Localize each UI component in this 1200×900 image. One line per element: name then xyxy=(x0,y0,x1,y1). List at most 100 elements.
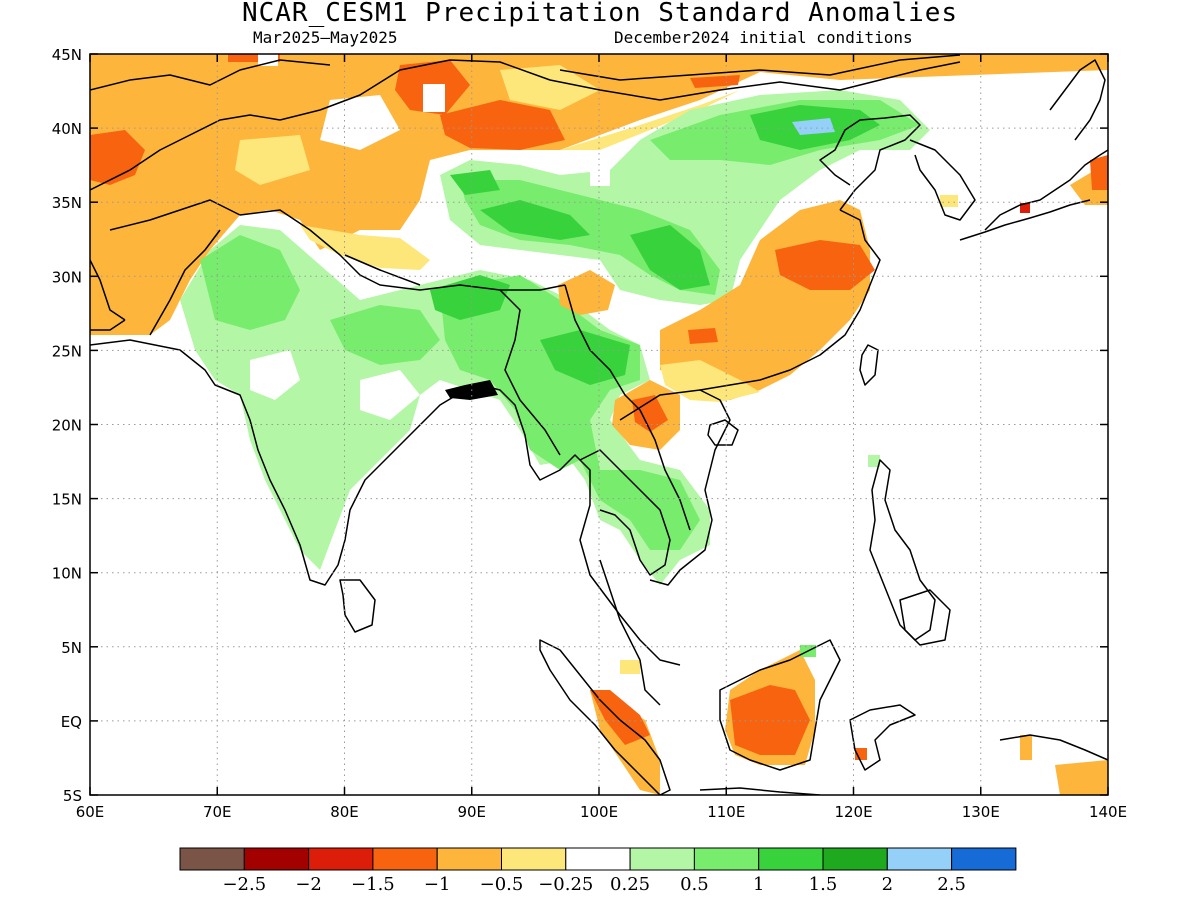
anomaly-blue-patch xyxy=(792,118,835,135)
colorbar-swatch xyxy=(693,847,760,871)
colorbar-swatch xyxy=(243,847,310,871)
lon-tick-label: 70E xyxy=(203,803,232,821)
colorbar-label: 2 xyxy=(882,874,893,895)
anomaly-dark-orange-mongolia xyxy=(690,75,740,88)
anomaly-neutral-india-central xyxy=(360,370,420,420)
border-himalaya xyxy=(239,209,566,291)
anomaly-orange-papua xyxy=(1055,760,1108,795)
anomaly-dark-orange-west xyxy=(90,130,145,185)
lat-tick-label: 30N xyxy=(52,268,82,286)
lat-tick-label: 5S xyxy=(63,787,82,805)
coastline-east-china xyxy=(819,114,921,211)
coastline-south-china xyxy=(699,209,881,391)
coastlines xyxy=(90,54,1108,795)
coastline-new-guinea xyxy=(999,734,1108,761)
anomaly-mid-green-india-east xyxy=(330,305,440,365)
lat-tick-label: 45N xyxy=(52,46,82,64)
anomaly-strong-green-2 xyxy=(630,225,710,290)
border-myanmar xyxy=(499,289,561,456)
border-kazakh xyxy=(90,59,331,91)
colorbar: −2.5 −2 −1.5 −1 −0.5 −0.25 0.25 0.5 1 1.5 2 2.5 xyxy=(179,847,1017,895)
border-nepal xyxy=(344,254,421,286)
map-axis-ticks: 60E 70E 80E 90E 100E 110E 120E 130E 140E 45N 40N 35… xyxy=(52,46,1127,821)
colorbar-swatch xyxy=(308,847,374,871)
anomaly-neutral-patch-3 xyxy=(500,65,600,110)
anomaly-strong-green-1 xyxy=(480,200,590,240)
anomaly-strong-green-burma xyxy=(540,330,630,385)
colorbar-label: 2.5 xyxy=(937,874,966,895)
anomaly-neutral-india-west xyxy=(250,350,300,400)
colorbar-swatch xyxy=(501,847,567,871)
missing-data-cell-3 xyxy=(258,54,278,66)
lat-tick-label: 10N xyxy=(52,565,82,583)
coastline-java xyxy=(699,787,821,795)
coastline-philippines xyxy=(869,459,936,641)
border-iran xyxy=(90,259,126,321)
colorbar-swatch xyxy=(179,847,245,871)
anomaly-red-japan xyxy=(1020,203,1030,213)
lon-tick-label: 90E xyxy=(457,803,486,821)
lat-tick-label: 35N xyxy=(52,194,82,212)
forecast-season: Mar2025–May2025 xyxy=(253,28,398,47)
coastline-malay xyxy=(599,559,661,706)
anomaly-yellow-malaya xyxy=(620,660,640,674)
missing-data-cell-2 xyxy=(590,170,610,186)
map-gridlines xyxy=(90,54,1108,795)
lon-tick-label: 120E xyxy=(834,803,872,821)
anomaly-light-orange-yunnan xyxy=(558,270,615,315)
coastline-indochina xyxy=(579,449,671,576)
anomaly-yellow-band xyxy=(300,225,430,270)
colorbar-label: 1 xyxy=(753,874,764,895)
anomaly-neutral-patch-1 xyxy=(320,95,400,150)
coastline-japan-south xyxy=(959,199,1091,241)
map-title: NCAR_CESM1 Precipitation Standard Anomal… xyxy=(241,0,959,28)
lon-tick-label: 110E xyxy=(707,803,745,821)
anomaly-strong-green-4 xyxy=(450,170,500,195)
coastline-sumatra xyxy=(539,639,671,795)
coastline-japan xyxy=(984,149,1108,231)
colorbar-label: −1.5 xyxy=(351,874,395,895)
lat-tick-label: 20N xyxy=(52,417,82,435)
anomaly-light-orange-korea xyxy=(940,195,958,207)
initial-conditions: December2024 initial conditions xyxy=(614,28,913,47)
lat-tick-label: 25N xyxy=(52,342,82,360)
colorbar-swatch xyxy=(436,847,503,871)
lon-tick-label: 130E xyxy=(962,803,1000,821)
colorbar-label: 0.25 xyxy=(610,874,650,895)
lat-tick-label: 5N xyxy=(61,639,82,657)
coastline-india xyxy=(90,339,681,666)
colorbar-label: −2.5 xyxy=(222,874,266,895)
border-afghan xyxy=(109,199,241,231)
border-central-asia xyxy=(90,114,281,191)
coastline-sulawesi xyxy=(849,704,916,771)
missing-data-cell-1 xyxy=(423,84,445,112)
coastline-borneo xyxy=(719,639,841,771)
colorbar-label: 1.5 xyxy=(809,874,838,895)
colorbar-label: −1 xyxy=(424,874,451,895)
colorbar-swatch xyxy=(565,847,631,871)
anomaly-mid-green-sw-india xyxy=(260,420,320,480)
border-indochina xyxy=(564,284,691,531)
border-mongolia xyxy=(559,54,961,81)
border-pakistan xyxy=(149,229,221,336)
coastline-sri-lanka xyxy=(339,579,376,633)
anomaly-orange-new-guinea xyxy=(1020,735,1032,760)
colorbar-swatch xyxy=(372,847,438,871)
colorbar-swatch xyxy=(886,847,953,871)
lon-tick-label: 140E xyxy=(1089,803,1127,821)
colorbar-label: 0.5 xyxy=(680,874,709,895)
lat-tick-label: 40N xyxy=(52,120,82,138)
coastline-vietnam xyxy=(619,389,731,586)
coastline-korea xyxy=(909,139,976,221)
lon-tick-label: 100E xyxy=(580,803,618,821)
lat-tick-label: EQ xyxy=(61,713,82,731)
colorbar-swatch xyxy=(951,847,1017,871)
lon-tick-label: 80E xyxy=(330,803,359,821)
anomaly-dark-orange-south-china xyxy=(688,328,718,344)
anomaly-mid-green-india-west xyxy=(200,235,300,330)
anomaly-mid-green-myanmar xyxy=(440,275,700,550)
colorbar-swatch xyxy=(822,847,888,871)
border-china-north xyxy=(279,59,961,121)
coastline-arabian-west xyxy=(90,319,126,331)
